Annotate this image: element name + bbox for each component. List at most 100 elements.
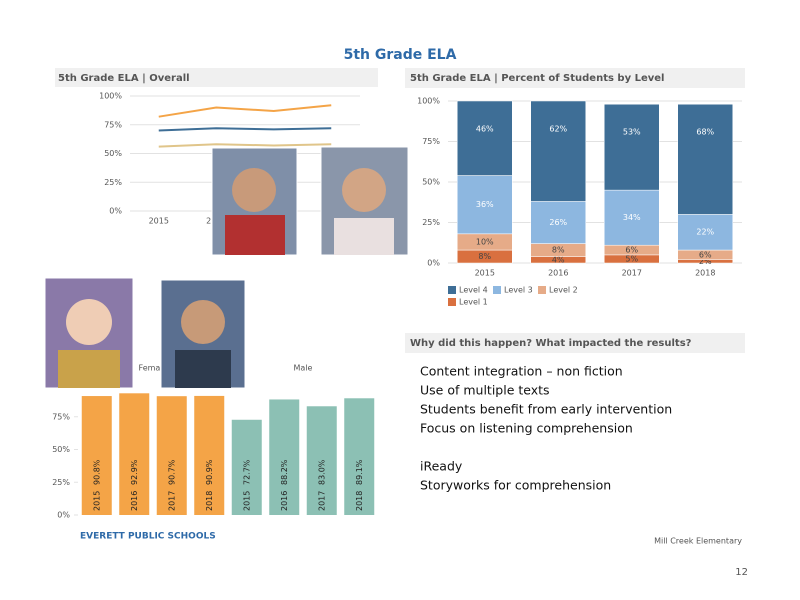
y-tick-label: 75% <box>422 137 440 146</box>
legend-label: Level 3 <box>504 286 533 295</box>
note-line: Students benefit from early intervention <box>420 402 672 417</box>
photo-shirt <box>334 218 394 255</box>
footer-school: Mill Creek Elementary <box>654 537 742 546</box>
x-tick-label: 2017 <box>622 269 642 278</box>
photo-face <box>232 168 276 212</box>
legend-label: Female <box>139 364 168 373</box>
y-tick-label: 25% <box>422 218 440 227</box>
bar-category: 2015 <box>242 491 251 511</box>
data-label: 83.0% <box>317 459 326 485</box>
photo-face <box>342 168 386 212</box>
bar-segment <box>604 189 660 246</box>
notes: Content integration – non fiction Use of … <box>420 364 672 493</box>
photos <box>44 146 409 389</box>
bar <box>156 396 187 515</box>
data-label: 22% <box>696 228 714 237</box>
y-tick-label: 50% <box>422 178 440 187</box>
y-tick-label: 75% <box>104 120 122 129</box>
note-line: Content integration – non fiction <box>420 364 623 379</box>
legend-label: Male <box>294 364 313 373</box>
data-label: 46% <box>476 125 494 134</box>
bar-segment <box>677 214 733 251</box>
bar <box>194 395 225 515</box>
y-tick-label: 50% <box>52 445 70 454</box>
y-tick-label: 0% <box>57 511 70 520</box>
data-label: 36% <box>476 200 494 209</box>
bar-segment <box>457 175 513 235</box>
bar-category: 2016 <box>130 491 139 511</box>
x-tick-label: 2015 <box>475 269 495 278</box>
data-label: 10% <box>476 237 494 246</box>
notes-heading: Why did this happen? What impacted the r… <box>410 338 692 349</box>
data-label: 8% <box>478 252 491 261</box>
bar <box>119 393 150 515</box>
bar-category: 2017 <box>317 491 326 511</box>
y-tick-label: 25% <box>104 178 122 187</box>
panel-header <box>405 333 745 353</box>
y-tick-label: 0% <box>427 259 440 268</box>
line-series <box>158 127 332 132</box>
bar <box>269 399 300 515</box>
slide-title: 5th Grade ELA <box>344 47 457 63</box>
data-label: 72.7% <box>242 459 251 485</box>
bar <box>344 398 375 515</box>
data-label: 2% <box>699 257 712 266</box>
y-tick-label: 0% <box>109 207 122 216</box>
legend-label: Level 2 <box>549 286 578 295</box>
legend-swatch <box>538 286 546 294</box>
data-label: 8% <box>552 246 565 255</box>
bar-category: 2015 <box>92 491 101 511</box>
legend-swatch <box>448 298 456 306</box>
y-tick-label: 100% <box>99 92 122 101</box>
legend-label: Level 4 <box>459 286 488 295</box>
data-label: 53% <box>623 128 641 137</box>
data-label: 6% <box>625 246 638 255</box>
bar-segment <box>530 201 586 244</box>
line-series <box>158 104 332 118</box>
legend-swatch <box>448 286 456 294</box>
data-label: 90.8% <box>92 459 101 485</box>
data-label: 90.9% <box>205 459 214 485</box>
line-series <box>158 143 332 148</box>
bar-category: 2017 <box>167 491 176 511</box>
bar-category: 2018 <box>355 491 364 511</box>
note-line: Use of multiple texts <box>420 383 550 398</box>
data-label: 5% <box>625 254 638 263</box>
photo-shirt <box>225 215 285 255</box>
data-label: 62% <box>549 125 567 134</box>
x-tick-label: 2015 <box>149 217 169 226</box>
data-label: 90.7% <box>167 459 176 485</box>
data-label: 26% <box>549 218 567 227</box>
footer-org: EVERETT PUBLIC SCHOOLS <box>80 532 216 542</box>
page-number: 12 <box>735 567 748 578</box>
legend-swatch <box>493 286 501 294</box>
note-line: Storyworks for comprehension <box>420 478 611 493</box>
photo-shirt <box>58 350 120 388</box>
note-line: iReady <box>420 459 463 474</box>
bar <box>231 419 262 515</box>
x-tick-label: 2016 <box>548 269 568 278</box>
y-tick-label: 100% <box>417 97 440 106</box>
bar <box>306 406 337 515</box>
y-tick-label: 75% <box>52 412 70 421</box>
bar <box>81 396 112 515</box>
bar-segment <box>677 103 733 215</box>
bar-category: 2018 <box>205 491 214 511</box>
data-label: 4% <box>552 255 565 264</box>
y-tick-label: 50% <box>104 149 122 158</box>
x-tick-label: 2018 <box>695 269 715 278</box>
photo-face <box>66 299 112 345</box>
panel-header <box>405 68 745 88</box>
legend-label: Level 1 <box>459 298 488 307</box>
bar-category: 2016 <box>280 491 289 511</box>
data-label: 88.2% <box>280 459 289 485</box>
bar-segment <box>457 100 513 176</box>
panel-header <box>55 68 378 87</box>
data-label: 89.1% <box>355 459 364 485</box>
data-label: 92.9% <box>130 459 139 485</box>
note-line: Focus on listening comprehension <box>420 421 633 436</box>
data-label: 68% <box>696 128 714 137</box>
photo-face <box>181 300 225 344</box>
chart-title: 5th Grade ELA | Overall <box>58 73 190 84</box>
